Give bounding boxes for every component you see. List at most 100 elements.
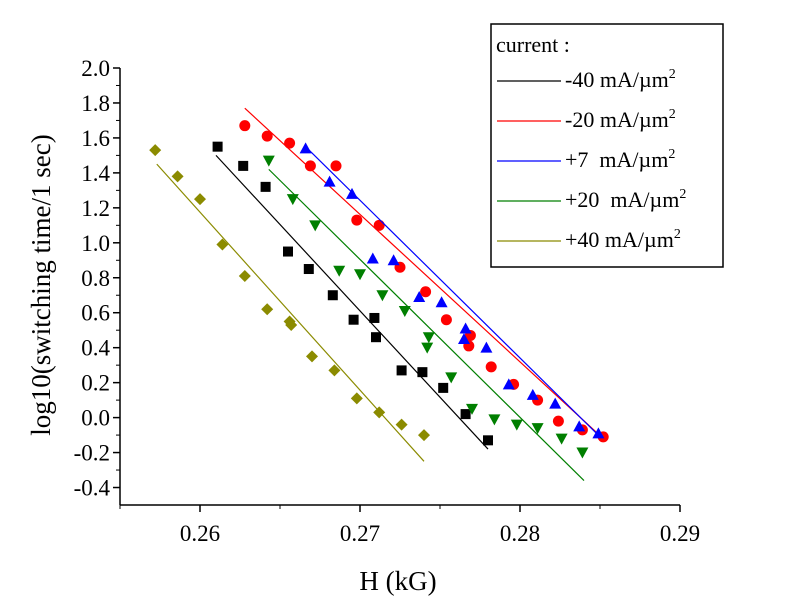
data-point (435, 296, 448, 308)
data-point (238, 270, 251, 283)
data-point (283, 246, 293, 257)
y-tick-label: 1.0 (81, 231, 110, 256)
data-point (422, 332, 435, 344)
series-4 (262, 155, 589, 481)
x-axis-title: H (kG) (359, 566, 436, 596)
series-1 (212, 141, 493, 450)
x-tick-label: 0.29 (660, 521, 700, 546)
data-point (531, 423, 544, 435)
data-point (396, 365, 407, 376)
data-point (485, 361, 497, 373)
y-tick-label: -0.2 (74, 441, 110, 466)
fit-line (268, 168, 585, 481)
data-point (354, 269, 366, 281)
data-point (373, 219, 385, 231)
y-tick-label: 2.0 (81, 56, 110, 81)
data-point (413, 290, 426, 302)
data-point (549, 397, 562, 409)
data-point (171, 170, 184, 183)
data-point (460, 409, 471, 420)
data-point (323, 175, 336, 187)
legend-box (490, 23, 724, 268)
data-point (555, 433, 568, 445)
y-tick-label: 1.2 (81, 196, 110, 221)
data-point (573, 420, 586, 432)
data-point (526, 388, 539, 400)
data-point (286, 194, 299, 206)
legend-label: -40 mA/µm2 (565, 67, 676, 92)
y-axis-title: log10(switching time/1 sec) (26, 134, 56, 435)
data-point (483, 435, 493, 446)
legend: current : -40 mA/µm2 -20 mA/µm2 +7 mA/µm2 +2… (490, 23, 724, 268)
data-point (261, 130, 273, 142)
fit-line (244, 107, 604, 440)
data-point (420, 286, 432, 298)
series-5 (149, 144, 430, 462)
data-point (421, 342, 434, 354)
data-point (212, 141, 223, 152)
data-point (438, 382, 449, 393)
data-point (328, 364, 341, 377)
y-tick-label: 0.4 (81, 336, 110, 361)
data-point (576, 447, 589, 459)
x-tick-label: 0.26 (180, 521, 220, 546)
data-point (387, 254, 400, 266)
data-point (466, 403, 478, 415)
legend-label: +40 mA/µm2 (565, 227, 681, 252)
x-tick-label: 0.28 (500, 521, 540, 546)
data-point (552, 415, 564, 427)
data-point (458, 332, 470, 344)
data-point (348, 314, 359, 325)
data-point (303, 264, 314, 275)
y-tick-label: 1.8 (81, 91, 110, 116)
data-point (304, 160, 316, 172)
data-point (418, 429, 430, 442)
data-point (194, 193, 206, 206)
data-point (239, 120, 251, 132)
legend-label: -20 mA/µm2 (565, 107, 676, 132)
fit-line (156, 163, 425, 462)
y-tick-label: 0.0 (81, 406, 110, 431)
data-point (238, 160, 249, 171)
data-point (216, 238, 229, 251)
data-point (299, 142, 312, 154)
data-point (262, 155, 275, 167)
data-point (149, 144, 162, 157)
data-point (459, 322, 472, 334)
y-tick-label: 1.4 (81, 161, 110, 186)
data-point (285, 318, 298, 331)
y-tick-label: 0.6 (81, 301, 110, 326)
y-tick-label: 0.8 (81, 266, 110, 291)
data-point (371, 332, 381, 343)
legend-title: current : (496, 32, 570, 57)
data-point (592, 427, 605, 439)
data-point (417, 367, 428, 378)
data-point (369, 312, 380, 323)
data-point (350, 392, 363, 405)
data-point (366, 252, 379, 264)
x-tick-label: 0.27 (340, 521, 380, 546)
data-point (333, 265, 346, 277)
fit-line (215, 154, 489, 450)
data-point (260, 181, 271, 192)
data-series (149, 107, 609, 481)
data-point (445, 372, 458, 384)
data-point (395, 418, 408, 431)
data-point (510, 419, 523, 431)
data-point (330, 160, 342, 172)
data-point (440, 314, 452, 326)
data-point (346, 187, 358, 199)
legend-label: +20 mA/µm2 (565, 187, 686, 212)
data-point (261, 303, 274, 316)
y-tick-label: 0.2 (81, 371, 110, 396)
data-point (480, 341, 493, 353)
data-point (502, 378, 515, 390)
y-tick-label: 1.6 (81, 126, 110, 151)
series-3 (299, 142, 605, 439)
data-point (284, 137, 296, 149)
axes: -0.4 -0.2 0.0 0.2 0.4 0.6 0.8 1.0 1.2 1.4 1.6 1.8 2.… (74, 56, 701, 546)
data-point (309, 220, 322, 232)
data-point (488, 414, 501, 426)
data-point (398, 305, 411, 317)
